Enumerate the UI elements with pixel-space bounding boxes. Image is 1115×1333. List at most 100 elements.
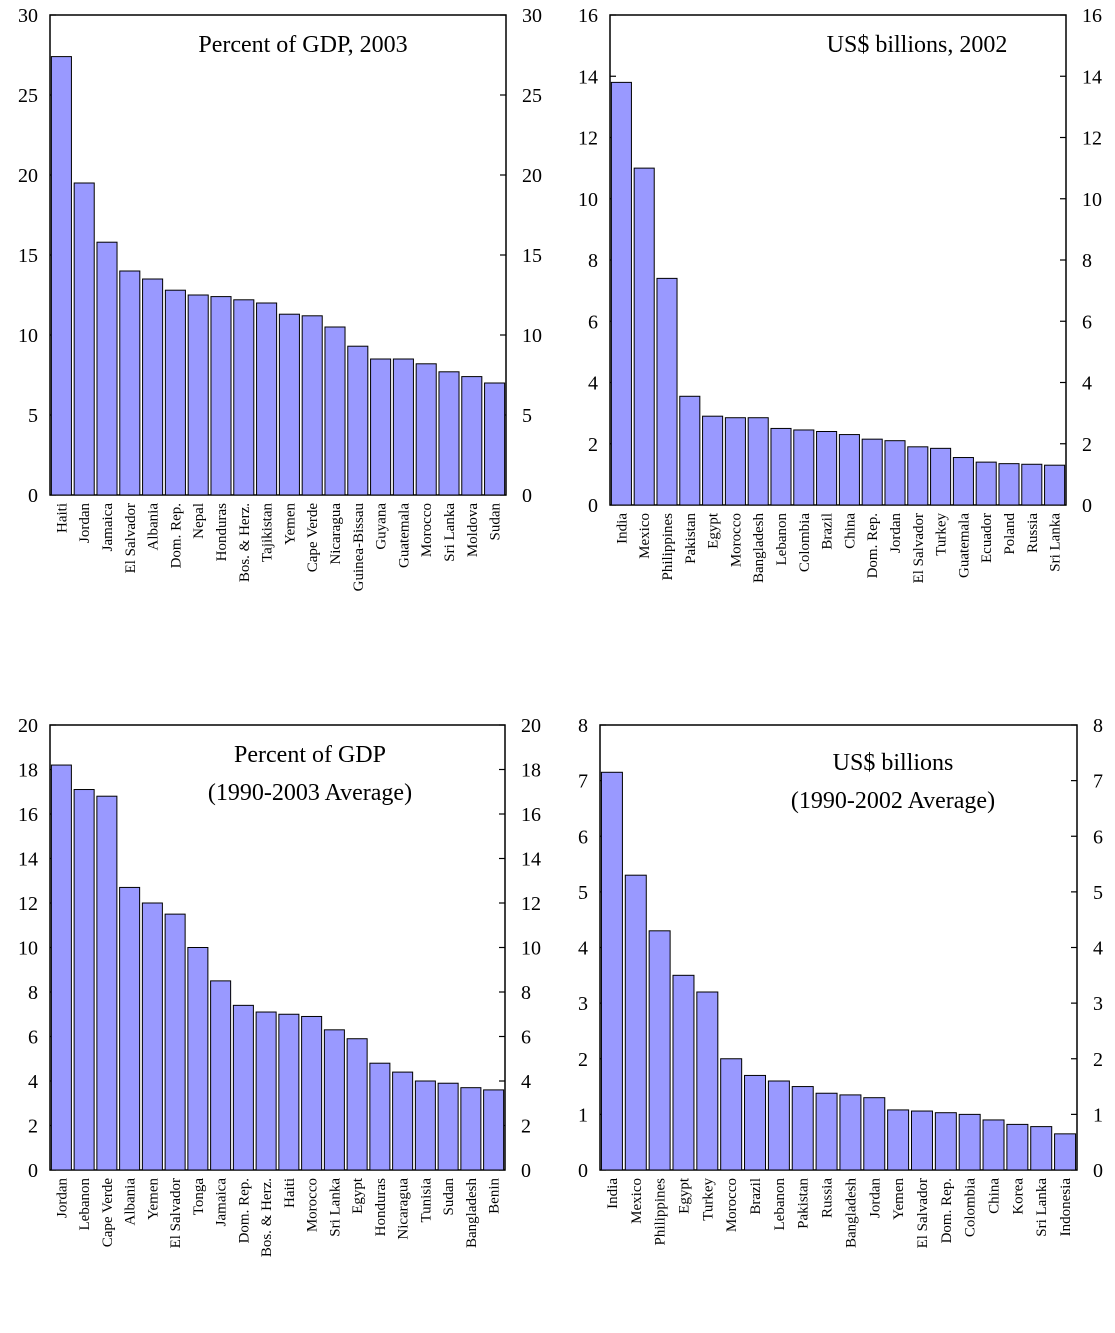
bar-albania	[142, 278, 164, 496]
category-label: Benin	[487, 1178, 503, 1214]
category-label: Jamaica	[214, 1178, 230, 1227]
y-tick-label-left: 6	[28, 1027, 38, 1049]
y-tick-label-left: 8	[28, 982, 38, 1004]
category-label: Bos. & Herz.	[259, 1178, 275, 1257]
category-label: Guinea-Bissau	[351, 503, 367, 592]
y-tick-label-right: 0	[1082, 495, 1092, 517]
bar-dom-rep-	[232, 1004, 254, 1171]
bar-philippines	[648, 930, 671, 1171]
bar-india	[610, 81, 632, 506]
y-tick-label-left: 20	[18, 165, 38, 187]
category-label: Mexico	[637, 513, 653, 559]
category-label: Tajikistan	[260, 503, 276, 562]
y-tick-label-right: 30	[522, 5, 542, 27]
category-label: Cape Verde	[305, 503, 321, 573]
y-tick-label-right: 18	[521, 760, 541, 782]
bar-sudan	[437, 1082, 459, 1171]
y-tick-label-right: 8	[1093, 715, 1103, 737]
bar-sri-lanka	[1044, 464, 1066, 506]
bar-jordan	[50, 764, 72, 1171]
plot-frame	[609, 14, 1067, 506]
y-tick-label-left: 6	[588, 311, 598, 333]
chart-panel-2: 0 0 2 2 4 4 6 6 8 8 10 10 12 12 14 14 16 16 India Mexico Phi…	[578, 5, 1102, 583]
y-tick-label-left: 8	[588, 250, 598, 272]
bar-turkey	[930, 447, 952, 506]
category-label: Sri Lanka	[442, 503, 458, 562]
y-tick-label-left: 5	[578, 882, 588, 904]
category-label: Indonesia	[1058, 1178, 1074, 1237]
category-label: Dom. Rep.	[168, 503, 184, 568]
bar-honduras	[210, 296, 232, 496]
bar-lebanon	[767, 1080, 790, 1171]
bar-mexico	[624, 874, 647, 1171]
bar-morocco	[415, 363, 437, 496]
category-label: Egypt	[350, 1177, 366, 1214]
bar-bos-herz-	[233, 299, 255, 496]
category-label: Haiti	[282, 1178, 298, 1208]
category-label: Tunisia	[418, 1178, 434, 1223]
bar-sri-lanka	[323, 1029, 345, 1171]
y-tick-label-left: 4	[578, 938, 588, 960]
bar-korea	[1006, 1123, 1029, 1171]
category-label: El Salvador	[168, 1178, 184, 1248]
y-tick-label-left: 0	[28, 1160, 38, 1182]
bar-sudan	[484, 382, 506, 496]
category-label: Cape Verde	[100, 1178, 116, 1248]
bar-brazil	[816, 431, 838, 506]
category-label: Turkey	[700, 1178, 716, 1221]
y-tick-label-left: 4	[588, 373, 598, 395]
category-label: Egypt	[676, 1177, 692, 1214]
bar-brazil	[744, 1074, 767, 1171]
y-tick-label-left: 25	[18, 85, 38, 107]
category-label: Sudan	[441, 1178, 457, 1216]
category-label: Philippines	[660, 513, 676, 581]
bar-benin	[483, 1089, 505, 1171]
chart-panel-4: 0 0 1 1 2 2 3 3 4 4 5 5 6 6 7 7 8 8 India Mexico Philippines…	[578, 715, 1103, 1248]
category-label: Moldova	[465, 503, 481, 558]
bar-egypt	[702, 415, 724, 506]
y-tick-label-right: 12	[1082, 128, 1102, 150]
bar-russia	[1021, 463, 1043, 506]
category-label: Nicaragua	[328, 503, 344, 565]
y-tick-label-left: 10	[18, 938, 38, 960]
bar-india	[600, 771, 623, 1171]
category-label: Poland	[1002, 513, 1018, 555]
chart-subtitle: (1990-2003 Average)	[208, 780, 412, 806]
bar-honduras	[369, 1062, 391, 1171]
category-label: Morocco	[728, 513, 744, 567]
y-tick-label-right: 16	[1082, 5, 1102, 27]
bar-tajikistan	[256, 302, 278, 496]
category-label: Brazil	[748, 1178, 764, 1215]
y-tick-label-left: 0	[578, 1160, 588, 1182]
category-label: Bangladesh	[751, 513, 767, 583]
y-tick-label-left: 16	[578, 5, 598, 27]
y-tick-label-right: 0	[522, 485, 532, 507]
category-label: Yemen	[145, 1178, 161, 1220]
bar-poland	[998, 463, 1020, 506]
y-tick-label-right: 14	[521, 849, 541, 871]
bar-turkey	[696, 991, 719, 1171]
category-label: Russia	[820, 1178, 836, 1218]
y-tick-label-left: 4	[28, 1071, 38, 1093]
category-label: Morocco	[419, 503, 435, 557]
y-tick-label-right: 6	[1082, 311, 1092, 333]
y-tick-label-left: 20	[18, 715, 38, 737]
category-label: Dom. Rep.	[236, 1178, 252, 1243]
y-tick-label-right: 0	[521, 1160, 531, 1182]
bar-pakistan	[679, 395, 701, 506]
bar-albania	[119, 886, 141, 1171]
category-label: Nepal	[191, 503, 207, 539]
plot-frame	[49, 14, 507, 496]
y-tick-label-right: 4	[521, 1071, 531, 1093]
category-label: Bangladesh	[843, 1178, 859, 1248]
category-label: Lebanon	[772, 1178, 788, 1231]
category-label: Yemen	[282, 503, 298, 545]
category-label: Colombia	[963, 1178, 979, 1238]
bar-el-salvador	[910, 1110, 933, 1171]
y-tick-label-left: 16	[18, 804, 38, 826]
bar-tunisia	[414, 1080, 436, 1171]
y-tick-label-left: 10	[18, 325, 38, 347]
category-label: India	[605, 1178, 621, 1209]
y-tick-label-left: 2	[588, 434, 598, 456]
category-label: China	[842, 513, 858, 549]
